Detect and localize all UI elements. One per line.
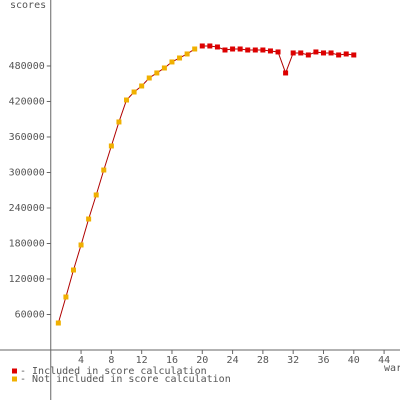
data-point	[108, 143, 114, 149]
data-point	[154, 70, 160, 76]
y-tick-label: 60000	[15, 309, 45, 320]
data-point	[214, 44, 220, 50]
data-point	[177, 55, 183, 61]
data-point	[169, 59, 175, 65]
data-point	[298, 50, 304, 56]
y-tick-label: 420000	[9, 96, 45, 107]
data-point	[116, 119, 122, 125]
data-point	[336, 52, 342, 58]
data-point	[328, 50, 334, 56]
data-point	[252, 47, 258, 53]
data-point	[222, 47, 228, 53]
data-point	[237, 46, 243, 52]
data-point	[267, 48, 273, 54]
x-tick-label: 36	[317, 355, 329, 366]
x-tick-label: 16	[166, 355, 178, 366]
data-point	[55, 320, 61, 326]
data-point	[124, 97, 130, 103]
y-tick-label: 360000	[9, 132, 45, 143]
data-point	[161, 65, 167, 71]
data-point	[305, 52, 311, 58]
data-point	[290, 50, 296, 56]
y-tick-label: 120000	[9, 274, 45, 285]
data-point	[320, 50, 326, 56]
data-point	[351, 52, 357, 58]
x-tick-label: 4	[78, 355, 84, 366]
y-tick-label: 180000	[9, 238, 45, 249]
data-point	[199, 43, 205, 49]
data-point	[70, 267, 76, 273]
data-point	[245, 47, 251, 53]
x-tick-label: 28	[257, 355, 269, 366]
x-tick-label: 24	[227, 355, 239, 366]
x-axis-label: war	[384, 363, 400, 374]
data-point	[146, 75, 152, 81]
x-tick-label: 20	[196, 355, 208, 366]
data-point	[63, 294, 69, 300]
data-point	[131, 89, 137, 95]
data-point	[343, 51, 349, 57]
data-point	[139, 83, 145, 89]
y-tick-label: 300000	[9, 167, 45, 178]
legend-label: - Not included in score calculation	[20, 374, 231, 385]
legend-label: - Included in score calculation	[20, 366, 207, 377]
x-tick-label: 40	[348, 355, 360, 366]
data-point	[260, 47, 266, 53]
data-point	[230, 46, 236, 52]
legend-marker	[12, 368, 17, 374]
data-point	[283, 70, 289, 76]
data-point	[93, 192, 99, 198]
data-point	[313, 49, 319, 55]
data-point	[101, 167, 107, 173]
data-point	[192, 46, 198, 52]
data-point	[86, 216, 92, 222]
x-tick-label: 8	[108, 355, 114, 366]
legend-marker	[12, 376, 17, 382]
data-point	[275, 49, 281, 55]
y-axis-label: scores	[10, 0, 46, 11]
data-point	[78, 242, 84, 248]
x-tick-label: 12	[136, 355, 148, 366]
x-tick-label: 44	[378, 355, 390, 366]
x-tick-label: 32	[287, 355, 299, 366]
y-tick-label: 480000	[9, 61, 45, 72]
y-tick-label: 240000	[9, 203, 45, 214]
series-line	[57, 48, 195, 324]
data-point	[184, 51, 190, 57]
data-point	[207, 43, 213, 49]
